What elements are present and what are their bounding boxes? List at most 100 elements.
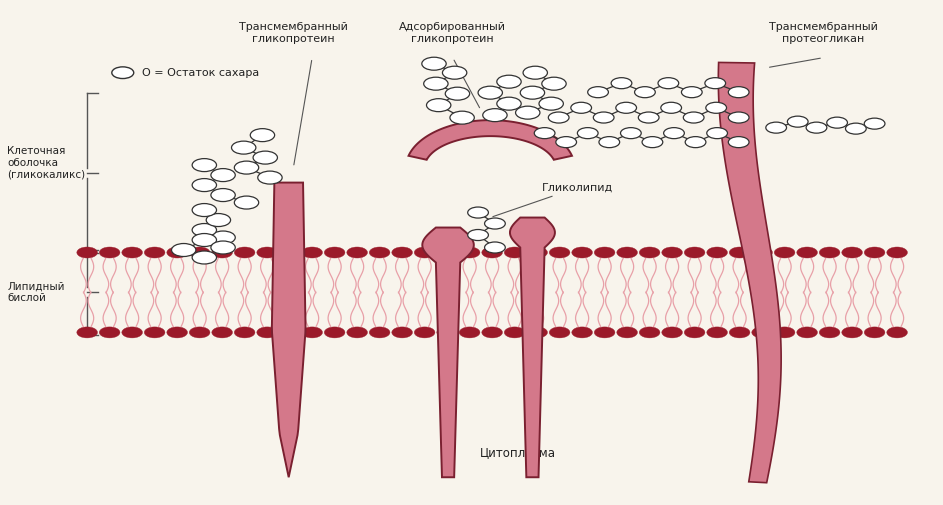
Circle shape	[728, 137, 749, 147]
Circle shape	[685, 247, 705, 258]
Circle shape	[468, 229, 488, 240]
Circle shape	[99, 327, 120, 338]
Circle shape	[752, 247, 772, 258]
Circle shape	[865, 247, 885, 258]
Circle shape	[257, 171, 282, 184]
Circle shape	[505, 247, 525, 258]
Circle shape	[620, 128, 641, 139]
Circle shape	[256, 247, 277, 258]
Circle shape	[253, 151, 277, 164]
Polygon shape	[510, 218, 554, 477]
Circle shape	[642, 137, 663, 147]
Circle shape	[806, 122, 827, 133]
Text: Адсорбированный
гликопротеин: Адсорбированный гликопротеин	[399, 22, 506, 43]
Circle shape	[639, 327, 660, 338]
Text: Трансмембранный
протеогликан: Трансмембранный протеогликан	[769, 22, 878, 43]
Circle shape	[232, 141, 256, 154]
Circle shape	[445, 87, 470, 100]
Circle shape	[392, 327, 412, 338]
Circle shape	[729, 247, 750, 258]
Circle shape	[707, 247, 727, 258]
Circle shape	[521, 86, 545, 99]
Circle shape	[485, 218, 505, 229]
Circle shape	[752, 327, 772, 338]
Text: Клеточная
оболочка
(гликокаликс): Клеточная оболочка (гликокаликс)	[8, 146, 86, 179]
Circle shape	[571, 247, 592, 258]
Circle shape	[516, 106, 540, 119]
Circle shape	[211, 188, 235, 201]
Circle shape	[599, 137, 620, 147]
Circle shape	[505, 327, 525, 338]
Circle shape	[797, 247, 818, 258]
Circle shape	[635, 87, 655, 97]
Circle shape	[76, 327, 97, 338]
Circle shape	[437, 247, 457, 258]
Circle shape	[190, 327, 210, 338]
Circle shape	[577, 128, 598, 139]
Circle shape	[797, 327, 818, 338]
Circle shape	[468, 207, 488, 218]
Circle shape	[682, 87, 703, 97]
Circle shape	[459, 247, 480, 258]
Circle shape	[485, 242, 505, 253]
Circle shape	[122, 247, 142, 258]
Circle shape	[523, 66, 548, 79]
Circle shape	[662, 247, 683, 258]
Circle shape	[192, 179, 217, 191]
Circle shape	[212, 327, 233, 338]
Circle shape	[827, 117, 848, 128]
Circle shape	[555, 137, 576, 147]
Circle shape	[192, 224, 217, 236]
Circle shape	[192, 159, 217, 172]
Circle shape	[766, 122, 786, 133]
Circle shape	[774, 327, 795, 338]
Circle shape	[571, 103, 591, 113]
Circle shape	[865, 327, 885, 338]
Circle shape	[437, 327, 457, 338]
Circle shape	[594, 327, 615, 338]
Circle shape	[611, 78, 632, 89]
Circle shape	[192, 204, 217, 217]
Circle shape	[207, 214, 231, 227]
Circle shape	[705, 103, 726, 113]
Circle shape	[392, 247, 412, 258]
Circle shape	[211, 231, 235, 244]
Circle shape	[886, 247, 907, 258]
Circle shape	[192, 233, 217, 246]
Circle shape	[550, 327, 570, 338]
Circle shape	[664, 128, 685, 139]
Circle shape	[728, 112, 749, 123]
Circle shape	[211, 241, 235, 254]
Circle shape	[658, 78, 679, 89]
Circle shape	[76, 247, 97, 258]
Circle shape	[442, 66, 467, 79]
Text: Трансмембранный
гликопротеин: Трансмембранный гликопротеин	[239, 22, 348, 43]
Polygon shape	[272, 183, 306, 477]
Circle shape	[279, 327, 300, 338]
Circle shape	[234, 327, 255, 338]
Circle shape	[172, 243, 196, 257]
Circle shape	[497, 97, 521, 110]
Circle shape	[539, 97, 563, 110]
Circle shape	[661, 103, 682, 113]
Circle shape	[426, 98, 451, 112]
Text: Гликолипид: Гликолипид	[493, 183, 613, 217]
Polygon shape	[719, 63, 781, 483]
Circle shape	[842, 247, 863, 258]
Circle shape	[617, 327, 637, 338]
Circle shape	[548, 112, 569, 123]
Circle shape	[774, 247, 795, 258]
Circle shape	[450, 111, 474, 124]
Circle shape	[685, 327, 705, 338]
Circle shape	[256, 327, 277, 338]
Circle shape	[250, 129, 274, 141]
Text: Липидный
бислой: Липидный бислой	[8, 282, 65, 304]
Circle shape	[144, 247, 165, 258]
Circle shape	[347, 327, 368, 338]
Circle shape	[211, 169, 235, 182]
Circle shape	[192, 251, 217, 264]
Circle shape	[302, 327, 323, 338]
Circle shape	[729, 327, 750, 338]
Circle shape	[846, 123, 867, 134]
Circle shape	[423, 77, 448, 90]
